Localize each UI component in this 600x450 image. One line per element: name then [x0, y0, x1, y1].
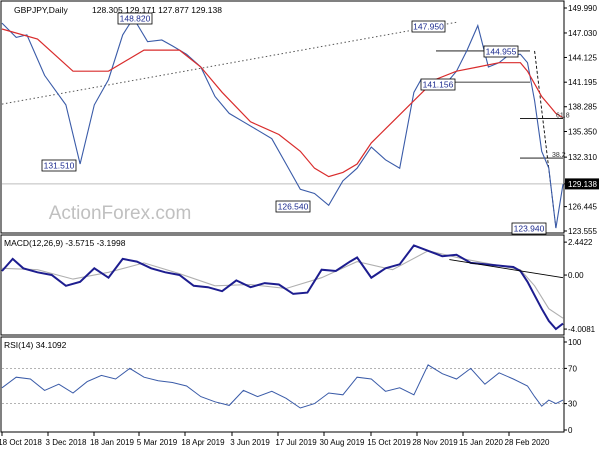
price-annotation-label: 144.955 — [486, 47, 517, 57]
price-y-tick-label: 144.125 — [568, 53, 597, 62]
rsi-title: RSI(14) 34.1092 — [4, 340, 67, 350]
macd-y-tick-label: 2.4422 — [568, 238, 593, 247]
fib-61.8-label: 61.8 — [556, 112, 570, 119]
price-annotation-label: 123.940 — [514, 224, 545, 234]
price-annotation-box — [483, 45, 519, 58]
watermark: ActionForex.com — [49, 203, 192, 224]
price-y-tick-label: 147.030 — [568, 29, 597, 38]
macd-y-tick-label: -4.0081 — [568, 325, 596, 334]
price-annotation-label: 126.540 — [278, 202, 309, 212]
price-annotation-box — [275, 200, 311, 213]
macd-panel-frame — [0, 234, 565, 336]
rsi-panel-frame — [0, 336, 565, 433]
x-axis-tick-label: 30 Aug 2019 — [320, 438, 365, 447]
price-annotation-box — [420, 78, 456, 91]
price-y-tick-label: 141.195 — [568, 78, 597, 87]
x-axis-tick-label: 18 Jan 2019 — [90, 438, 135, 447]
price-y-tick-label: 123.555 — [568, 227, 597, 236]
x-axis-tick-label: 15 Jan 2020 — [459, 438, 504, 447]
macd-signal-line — [1, 250, 564, 319]
price-y-tick-label: 135.350 — [568, 127, 597, 136]
x-axis-tick-label: 15 Oct 2019 — [367, 438, 411, 447]
rsi-y-tick-label: 100 — [568, 338, 582, 347]
price-annotation-box — [511, 222, 547, 235]
rsi-y-tick-label: 30 — [568, 400, 577, 409]
price-annotation-label: 147.950 — [413, 22, 444, 32]
x-axis-tick-label: 3 Dec 2018 — [46, 438, 87, 447]
price-y-tick-label: 138.285 — [568, 103, 597, 112]
fib-38.2-label: 38.2 — [552, 152, 566, 159]
rsi-y-tick-label: 0 — [568, 426, 573, 435]
current-price-badge — [565, 178, 599, 190]
macd-y-tick-label: 0.00 — [568, 271, 584, 280]
price-annotation-label: 141.156 — [423, 80, 454, 90]
price-annotation-box — [41, 159, 77, 172]
macd-line — [1, 244, 564, 331]
price-y-tick-label: 149.990 — [568, 4, 597, 13]
x-axis-tick-label: 3 Jun 2019 — [230, 438, 270, 447]
price-annotation-label: 131.510 — [44, 161, 75, 171]
rsi-line — [1, 364, 564, 409]
x-axis-tick-label: 17 Jul 2019 — [275, 438, 317, 447]
price-panel-frame — [0, 0, 565, 234]
symbol-label: GBPJPY,Daily — [14, 5, 68, 15]
price-y-tick-label: 132.310 — [568, 153, 597, 162]
x-axis-tick-label: 28 Nov 2019 — [412, 438, 458, 447]
x-axis-tick-label: 18 Oct 2018 — [0, 438, 42, 447]
price-y-tick-label: 126.445 — [568, 203, 597, 212]
x-axis-tick-label: 18 Apr 2019 — [181, 438, 225, 447]
x-axis-tick-label: 5 Mar 2019 — [137, 438, 178, 447]
price-y-tick-label: 129.138 — [568, 180, 597, 189]
rsi-y-tick-label: 70 — [568, 364, 577, 373]
price-series-line — [1, 16, 564, 229]
x-axis-tick-label: 28 Feb 2020 — [505, 438, 550, 447]
moving-average-line — [1, 28, 564, 178]
price-annotation-label: 148.820 — [120, 14, 151, 24]
price-annotation-box — [117, 12, 153, 25]
price-trendline — [1, 21, 457, 105]
price-annotation-box — [411, 20, 446, 33]
ohlc-values: 128.305 129.171 127.877 129.138 — [92, 5, 222, 15]
macd-trendline — [449, 259, 564, 279]
macd-title: MACD(12,26,9) -3.5715 -3.1998 — [4, 238, 126, 248]
